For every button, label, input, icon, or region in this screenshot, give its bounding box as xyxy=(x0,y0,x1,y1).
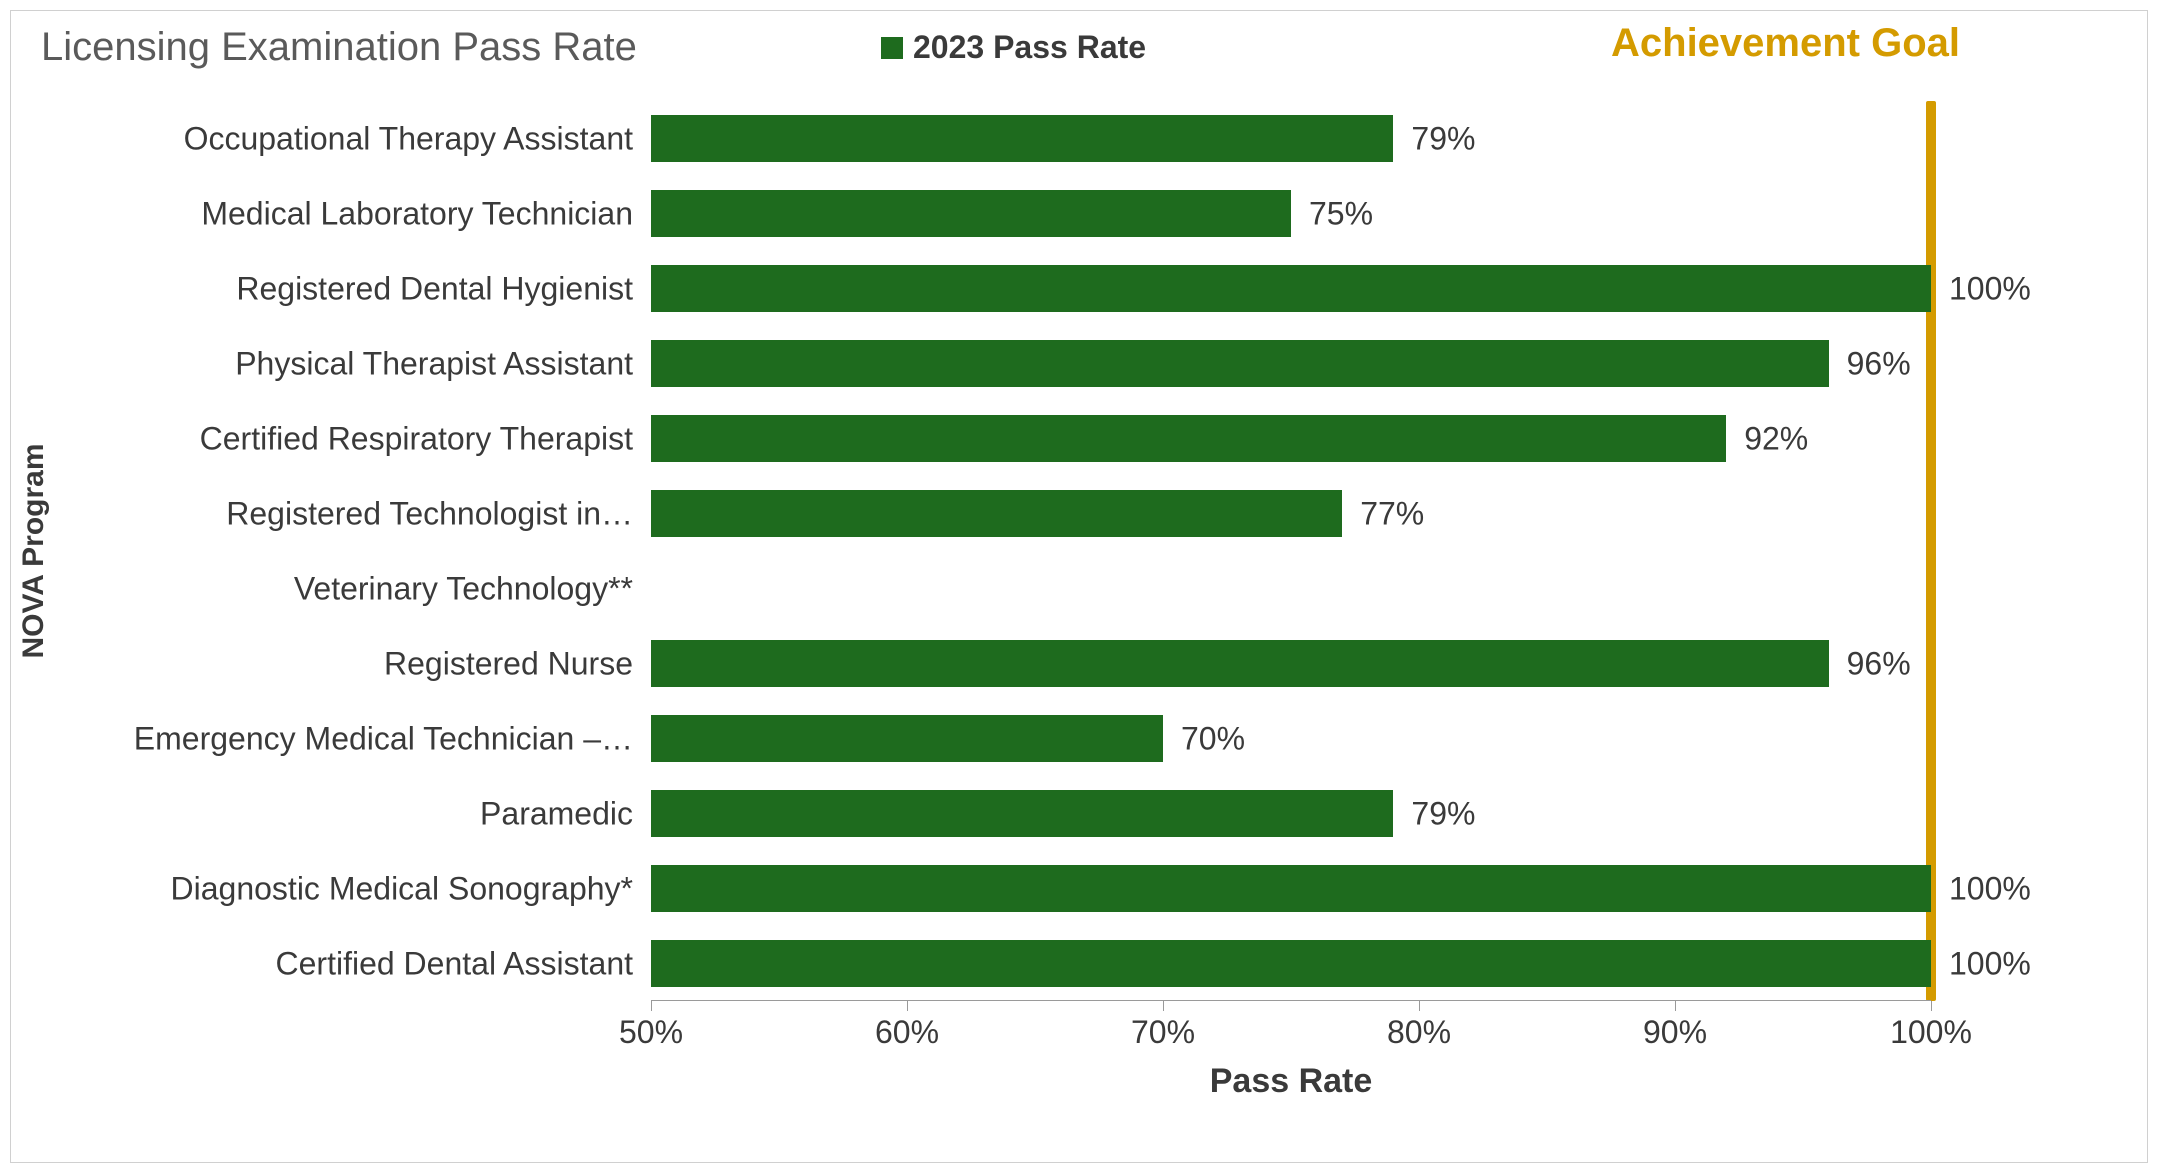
x-axis-line xyxy=(651,1000,1931,1001)
bar-row: 79% xyxy=(651,790,1931,837)
bar-row: 100% xyxy=(651,265,1931,312)
bar xyxy=(651,265,1931,312)
bar-value-label: 92% xyxy=(1744,420,1808,457)
bar xyxy=(651,865,1931,912)
bar-value-label: 75% xyxy=(1309,195,1373,232)
x-tick-label: 80% xyxy=(1387,1014,1451,1051)
achievement-goal-label: Achievement Goal xyxy=(1611,21,1960,66)
bar xyxy=(651,640,1829,687)
y-tick-label: Diagnostic Medical Sonography* xyxy=(171,870,651,907)
x-tick xyxy=(1163,1001,1164,1011)
y-tick-label: Emergency Medical Technician –… xyxy=(134,720,651,757)
bar-row: 79% xyxy=(651,115,1931,162)
y-tick-label: Medical Laboratory Technician xyxy=(201,195,651,232)
bar xyxy=(651,415,1726,462)
x-tick-label: 90% xyxy=(1643,1014,1707,1051)
bar-value-label: 77% xyxy=(1360,495,1424,532)
bar-row: 70% xyxy=(651,715,1931,762)
y-tick-label: Veterinary Technology** xyxy=(294,570,651,607)
bar-value-label: 79% xyxy=(1411,120,1475,157)
y-axis-title: NOVA Program xyxy=(17,443,51,658)
legend: 2023 Pass Rate xyxy=(881,29,1146,66)
bar xyxy=(651,190,1291,237)
bar-value-label: 79% xyxy=(1411,795,1475,832)
x-tick-label: 70% xyxy=(1131,1014,1195,1051)
y-tick-label: Paramedic xyxy=(480,795,651,832)
y-tick-label: Registered Dental Hygienist xyxy=(236,270,651,307)
y-tick-label: Registered Technologist in… xyxy=(226,495,651,532)
x-tick xyxy=(1419,1001,1420,1011)
chart-frame: Licensing Examination Pass Rate 2023 Pas… xyxy=(10,10,2148,1163)
y-tick-label: Physical Therapist Assistant xyxy=(235,345,651,382)
bar-row: 77% xyxy=(651,490,1931,537)
bar-row: 96% xyxy=(651,640,1931,687)
bar-value-label: 100% xyxy=(1949,270,2031,307)
x-tick-label: 50% xyxy=(619,1014,683,1051)
y-tick-label: Registered Nurse xyxy=(384,645,651,682)
bar xyxy=(651,940,1931,987)
x-tick xyxy=(1675,1001,1676,1011)
y-tick-label: Certified Respiratory Therapist xyxy=(200,420,651,457)
plot-area: NOVA Program Pass Rate Occupational Ther… xyxy=(651,101,1931,1001)
bar xyxy=(651,115,1393,162)
legend-swatch xyxy=(881,37,903,59)
bar xyxy=(651,790,1393,837)
bar xyxy=(651,490,1342,537)
x-tick xyxy=(907,1001,908,1011)
x-tick xyxy=(1931,1001,1932,1011)
bar-value-label: 96% xyxy=(1847,645,1911,682)
x-tick xyxy=(651,1001,652,1011)
bar-row: 100% xyxy=(651,940,1931,987)
chart-title: Licensing Examination Pass Rate xyxy=(41,25,637,70)
bar-row: 75% xyxy=(651,190,1931,237)
y-tick-label: Certified Dental Assistant xyxy=(276,945,652,982)
bar-value-label: 70% xyxy=(1181,720,1245,757)
bar xyxy=(651,340,1829,387)
y-tick-label: Occupational Therapy Assistant xyxy=(184,120,651,157)
bar-value-label: 100% xyxy=(1949,945,2031,982)
x-axis-title: Pass Rate xyxy=(1210,1062,1373,1101)
bar-row: 100% xyxy=(651,865,1931,912)
bar-value-label: 96% xyxy=(1847,345,1911,382)
bar-value-label: 100% xyxy=(1949,870,2031,907)
bar-row: 96% xyxy=(651,340,1931,387)
bar-row: 92% xyxy=(651,415,1931,462)
x-tick-label: 100% xyxy=(1890,1014,1972,1051)
x-tick-label: 60% xyxy=(875,1014,939,1051)
bar xyxy=(651,715,1163,762)
legend-label: 2023 Pass Rate xyxy=(913,29,1146,66)
